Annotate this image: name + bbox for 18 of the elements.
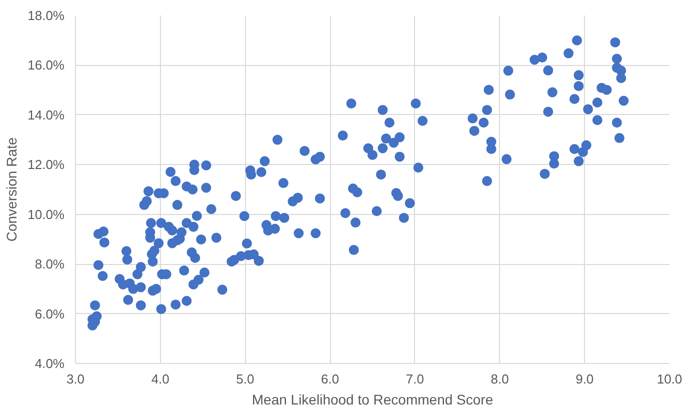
y-tick-label: 14.0% [28, 107, 65, 122]
x-tick-label: 7.0 [406, 372, 424, 386]
y-tick-label: 16.0% [28, 58, 65, 73]
x-tick-label: 5.0 [236, 372, 254, 386]
y-tick-label: 18.0% [28, 8, 65, 23]
y-tick-label: 12.0% [28, 157, 65, 172]
x-tick-label: 4.0 [151, 372, 170, 386]
y-tick-label: 10.0% [28, 206, 65, 222]
y-tick-label: 6.0% [34, 306, 65, 322]
x-axis-title: Mean Likelihood to Recommend Score [252, 392, 494, 408]
y-tick-label: 8.0% [34, 256, 65, 272]
x-tick-label: 6.0 [321, 372, 340, 386]
y-axis-title: Conversion Rate [4, 137, 20, 242]
x-tick-label: 8.0 [490, 372, 509, 386]
y-tick-label: 4.0% [34, 356, 65, 371]
x-tick-label: 10.0 [656, 372, 682, 386]
x-tick-label: 3.0 [66, 372, 85, 386]
x-tick-label: 9.0 [576, 372, 594, 386]
